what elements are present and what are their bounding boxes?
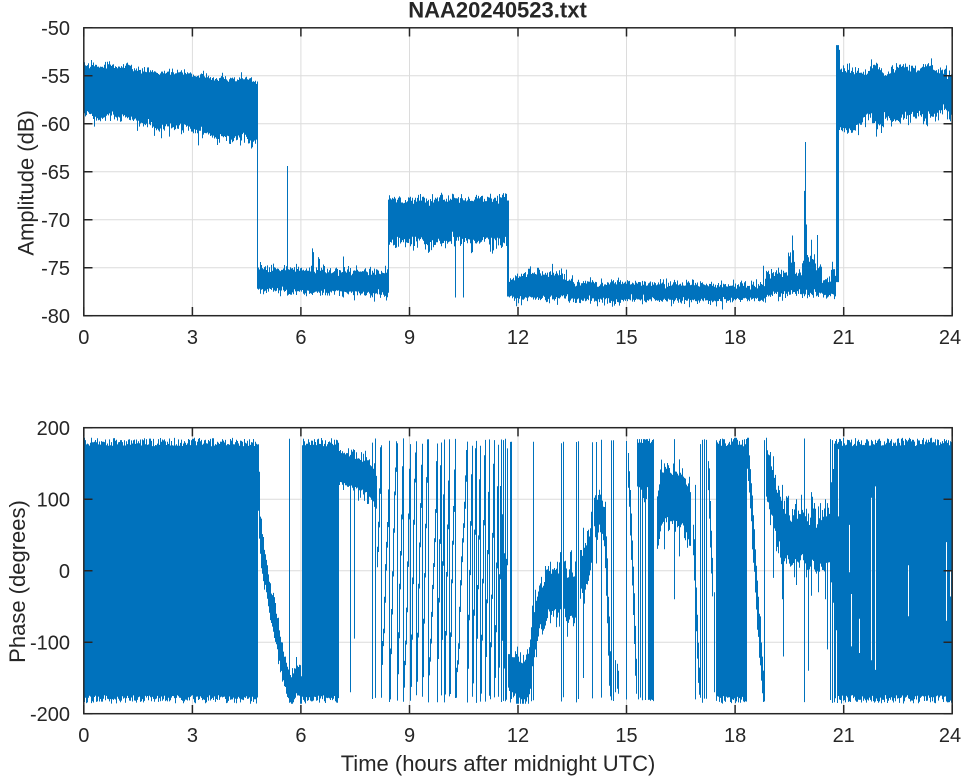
svg-text:Amplitude (dB): Amplitude (dB): [14, 110, 39, 256]
svg-text:Phase (degrees): Phase (degrees): [5, 500, 30, 663]
svg-text:9: 9: [404, 327, 415, 349]
svg-text:3: 3: [187, 327, 198, 349]
svg-text:18: 18: [724, 725, 746, 747]
svg-text:-100: -100: [30, 632, 70, 654]
svg-text:0: 0: [59, 561, 70, 583]
svg-text:-75: -75: [41, 258, 70, 280]
svg-text:12: 12: [507, 725, 529, 747]
svg-text:200: 200: [37, 418, 70, 440]
svg-text:6: 6: [295, 725, 306, 747]
svg-text:100: 100: [37, 489, 70, 511]
svg-text:-55: -55: [41, 66, 70, 88]
svg-text:-50: -50: [41, 18, 70, 40]
svg-text:15: 15: [615, 725, 637, 747]
svg-text:12: 12: [507, 327, 529, 349]
svg-text:9: 9: [404, 725, 415, 747]
svg-text:24: 24: [939, 327, 961, 349]
svg-text:21: 21: [833, 327, 855, 349]
svg-text:0: 0: [78, 725, 89, 747]
svg-text:-60: -60: [41, 114, 70, 136]
svg-text:21: 21: [833, 725, 855, 747]
svg-text:18: 18: [724, 327, 746, 349]
svg-text:15: 15: [615, 327, 637, 349]
svg-text:0: 0: [78, 327, 89, 349]
svg-text:-65: -65: [41, 162, 70, 184]
svg-text:Time (hours after midnight UTC: Time (hours after midnight UTC): [341, 751, 656, 776]
svg-text:24: 24: [939, 725, 961, 747]
svg-text:3: 3: [187, 725, 198, 747]
svg-text:NAA20240523.txt: NAA20240523.txt: [408, 0, 587, 23]
svg-text:-200: -200: [30, 704, 70, 726]
svg-text:6: 6: [295, 327, 306, 349]
svg-text:-80: -80: [41, 306, 70, 328]
svg-text:-70: -70: [41, 210, 70, 232]
